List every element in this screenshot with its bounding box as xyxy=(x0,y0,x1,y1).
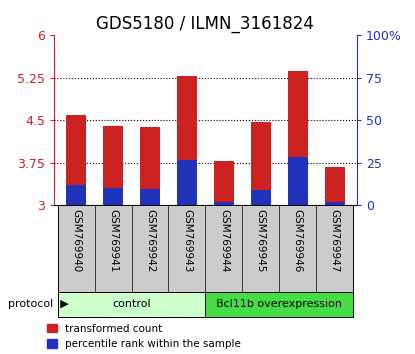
Bar xyxy=(251,190,271,205)
Text: GSM769940: GSM769940 xyxy=(71,209,81,272)
Text: protocol  ▶: protocol ▶ xyxy=(8,299,69,309)
Bar xyxy=(140,127,160,205)
Bar xyxy=(288,71,308,205)
Legend: transformed count, percentile rank within the sample: transformed count, percentile rank withi… xyxy=(47,324,242,349)
Text: GSM769944: GSM769944 xyxy=(219,209,229,272)
Text: GSM769943: GSM769943 xyxy=(182,209,192,272)
Text: GSM769941: GSM769941 xyxy=(108,209,118,272)
Bar xyxy=(140,189,160,205)
Bar xyxy=(214,202,234,205)
Text: Bcl11b overexpression: Bcl11b overexpression xyxy=(216,299,342,309)
Bar xyxy=(103,188,123,205)
Bar xyxy=(251,122,271,205)
Text: GSM769946: GSM769946 xyxy=(293,209,303,272)
Bar xyxy=(103,126,123,205)
Bar xyxy=(288,157,308,205)
Bar xyxy=(177,160,197,205)
Bar xyxy=(66,185,86,205)
Bar xyxy=(214,161,234,205)
Text: control: control xyxy=(112,299,151,309)
Bar xyxy=(66,115,86,205)
Text: GSM769942: GSM769942 xyxy=(145,209,155,272)
Text: GSM769945: GSM769945 xyxy=(256,209,266,272)
Bar xyxy=(325,167,345,205)
Title: GDS5180 / ILMN_3161824: GDS5180 / ILMN_3161824 xyxy=(97,15,315,33)
Bar xyxy=(177,76,197,205)
Bar xyxy=(325,202,345,205)
Text: GSM769947: GSM769947 xyxy=(330,209,340,272)
